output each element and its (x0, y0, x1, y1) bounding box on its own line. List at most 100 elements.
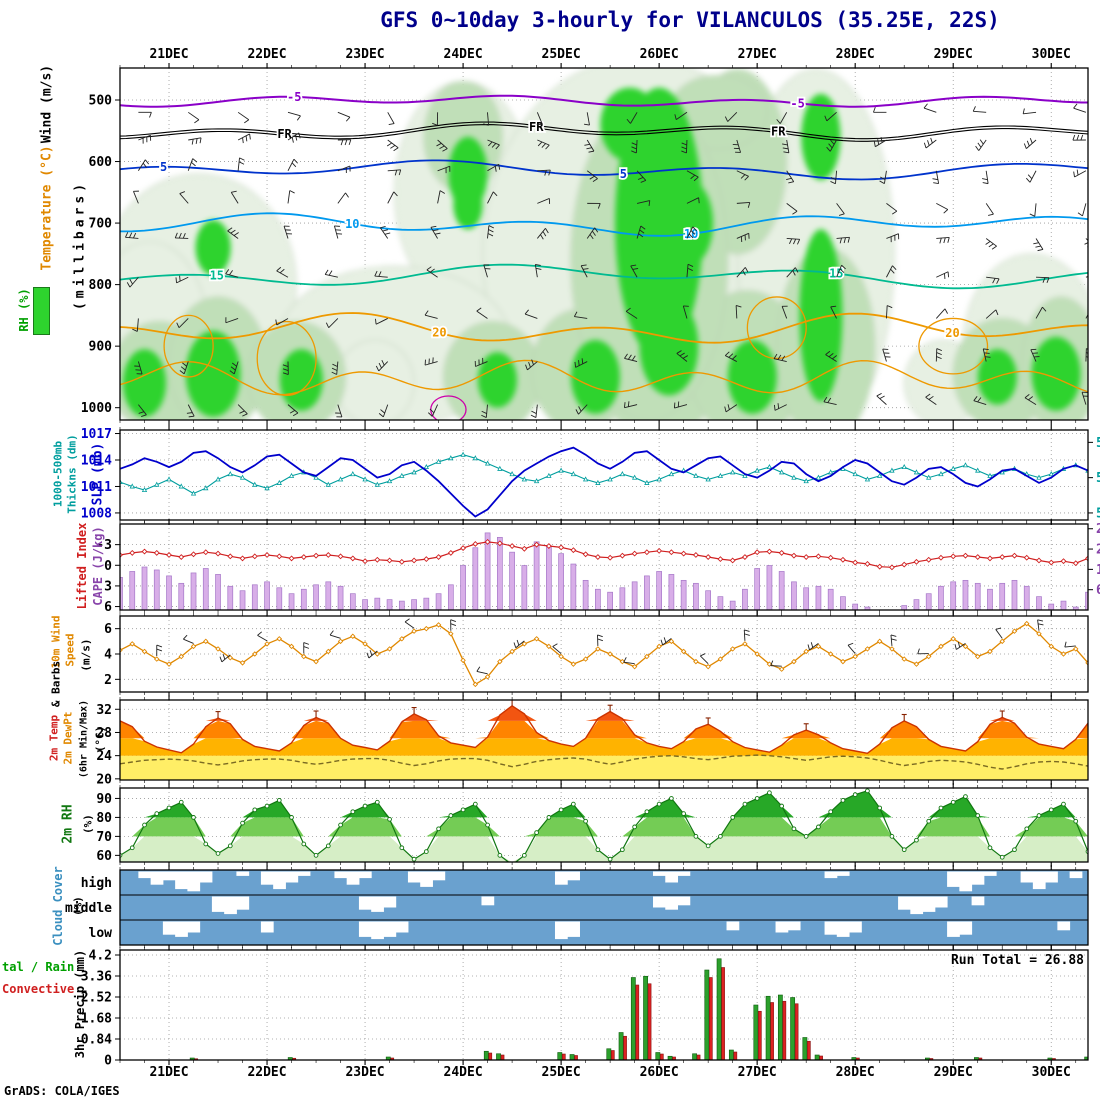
axis-label-precip: 3hr Precip (mm) (73, 949, 87, 1059)
y-axis-label: 90 (96, 792, 112, 807)
y-axis-label: 1014 (81, 454, 112, 469)
axis-label-temperature: Temperature (°C) (39, 145, 55, 271)
axis-label-minmax: (6hr Min/Max) (78, 699, 90, 779)
axis-label-lifted-index: Lifted Index (75, 522, 89, 610)
rh-shading (120, 68, 1088, 420)
y-axis-label: 2 (104, 673, 112, 688)
x-axis-label-top: 25DEC (542, 47, 581, 62)
axis-label-cloud-cover: Cloud Cover (51, 866, 65, 946)
temp-series (120, 704, 1088, 770)
y-axis-label: 685 (1096, 583, 1100, 598)
y-axis-label: 6 (104, 600, 112, 615)
y-axis-label: 580 (1096, 471, 1100, 486)
x-axis-label-top: 24DEC (444, 47, 483, 62)
y-axis-label: 900 (89, 340, 113, 355)
rh-bands (120, 790, 1088, 862)
y-axis-label: 600 (89, 155, 113, 170)
x-axis-label-top: 30DEC (1032, 47, 1071, 62)
y-axis-label: 2055 (1096, 543, 1100, 558)
rh-color-swatch (33, 287, 50, 335)
credit: GrADS: COLA/IGES (4, 1084, 120, 1098)
axis-label-rh2m-pct: (%) (81, 814, 95, 834)
contour-label: 15 (829, 267, 843, 281)
slp-thickness-panel (120, 446, 1088, 518)
lifted-index-series (120, 538, 1088, 571)
y-axis-label: 80 (96, 811, 112, 826)
axis-label-degc: (°C) (93, 725, 107, 753)
y-axis-label: 20 (96, 772, 112, 787)
axis-label-millibars: (millibars) (72, 179, 88, 311)
axis-label-cape: CAPE (J/kg) (91, 526, 105, 606)
y-axis-label: 1011 (81, 480, 112, 495)
x-axis-label-bottom: 29DEC (934, 1065, 973, 1080)
y-axis-label: -3 (96, 538, 112, 553)
x-axis-label-bottom: 27DEC (738, 1065, 777, 1080)
cloud-panel (120, 870, 1088, 945)
x-axis-label-top: 23DEC (345, 47, 384, 62)
contour-label: -5 (287, 90, 301, 104)
rh-series (120, 788, 1088, 862)
wind10m-series (120, 620, 1088, 688)
y-axis-label: 2.52 (81, 991, 112, 1006)
y-axis-label: 4.2 (89, 949, 112, 964)
legend-precip-convective: Convective (2, 982, 75, 996)
cloud-row-label: middle (65, 901, 112, 916)
x-axis-label-bottom: 28DEC (836, 1065, 875, 1080)
y-axis-label: 60 (96, 849, 112, 864)
cape-bars (120, 532, 1088, 610)
date-labels: 21DEC 21DEC 22DEC 22DEC 23DEC 23DEC 24DEC 24DEC… (149, 47, 1070, 1080)
axis-label-thickness-1: 1000-500mb (51, 440, 65, 508)
x-axis-label-bottom: 30DEC (1032, 1065, 1071, 1080)
x-axis-label-bottom: 24DEC (444, 1065, 483, 1080)
contour-label: 20 (945, 326, 959, 340)
wind10m-panel (120, 618, 1088, 688)
legend-precip-total: tal / Rain (2, 960, 75, 974)
y-axis-label: 3 (104, 579, 112, 594)
x-axis-label-bottom: 23DEC (345, 1065, 384, 1080)
y-axis-label: 4 (104, 648, 112, 663)
temp-bands (120, 705, 1088, 780)
axis-label-wind: Wind (m/s) (39, 64, 55, 144)
temp-panel (120, 700, 1088, 780)
y-axis-label: 70 (96, 830, 112, 845)
x-axis-label-bottom: 21DEC (149, 1065, 188, 1080)
cloud-gaps (138, 871, 1083, 940)
y-axis-label: 24 (96, 749, 112, 764)
x-axis-label-top: 21DEC (149, 47, 188, 62)
y-axis-label: 0 (104, 559, 112, 574)
axis-label-barbs: & Barbs (49, 660, 63, 708)
x-axis-label-top: 27DEC (738, 47, 777, 62)
y-axis-label: 32 (96, 703, 112, 718)
y-axis-label: 800 (89, 278, 113, 293)
axis-label-rh: RH (%) (17, 288, 31, 332)
y-axis-label: 1.68 (81, 1012, 112, 1027)
y-axis-label: 6 (104, 622, 112, 637)
precip-panel (189, 958, 1088, 1060)
y-axis-label: 3.36 (81, 970, 112, 985)
x-axis-label-top: 26DEC (640, 47, 679, 62)
y-axis-label: 1000 (81, 401, 112, 416)
slp-series (120, 446, 1088, 518)
upper-wind-barbs (125, 103, 1088, 418)
page-title: GFS 0~10day 3-hourly for VILANCULOS (35.… (380, 8, 1000, 32)
contour-label: 20 (432, 326, 446, 340)
x-axis-label-bottom: 26DEC (640, 1065, 679, 1080)
run-total: Run Total = 26.88 (950, 953, 1084, 968)
rh-panel (120, 788, 1088, 862)
axis-labels: 5006007008009001000100810111014101757658… (65, 94, 1100, 1069)
y-axis-label: 700 (89, 217, 113, 232)
y-axis-label: 1008 (81, 506, 112, 521)
wind10m-barbs (120, 618, 1076, 675)
y-axis-label: 1017 (81, 427, 112, 442)
y-axis-label: 28 (96, 726, 112, 741)
y-axis-label: 500 (89, 94, 113, 109)
axis-label-ms-unit: (m/s) (79, 638, 93, 672)
x-axis-label-top: 22DEC (247, 47, 286, 62)
axis-label-thickness-2: Thickns (dm) (65, 434, 79, 514)
y-axis-label: 2740 (1096, 522, 1100, 537)
axis-label-cloud-pct: (%) (71, 896, 85, 916)
cape-li-panel (120, 532, 1088, 610)
contour-label: FR (771, 124, 786, 138)
